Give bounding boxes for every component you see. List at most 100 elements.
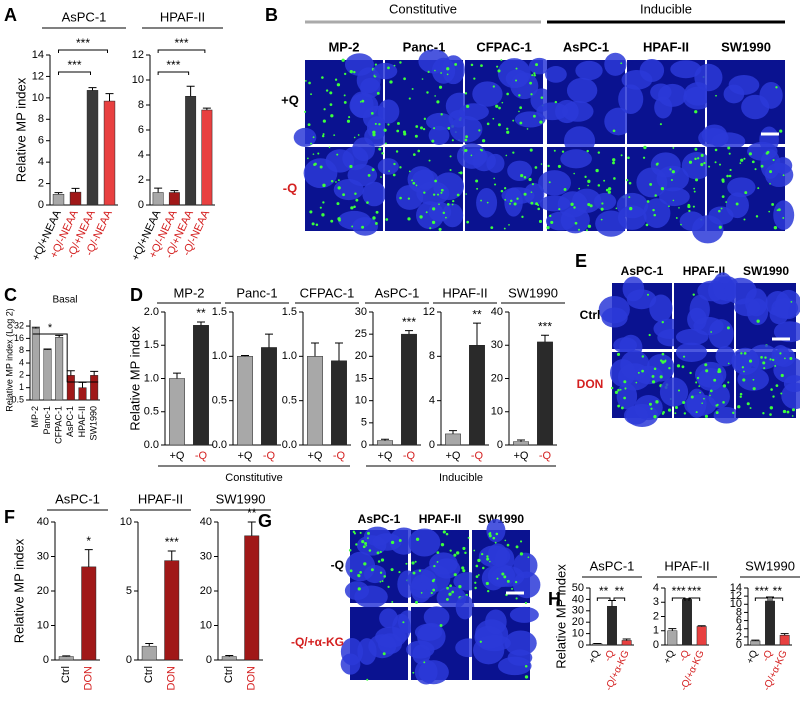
puncta (421, 78, 424, 80)
puncta (374, 122, 377, 125)
puncta (776, 209, 779, 212)
bar (607, 605, 617, 646)
bar (445, 433, 461, 446)
chart-title: MP-2 (173, 285, 204, 300)
puncta (370, 568, 374, 572)
puncta (791, 408, 796, 412)
puncta (336, 202, 340, 206)
y-tick-label: 0.0 (212, 439, 227, 451)
y-tick-label: 4 (736, 623, 742, 635)
x-tick-label: +Q (446, 450, 461, 462)
puncta (434, 95, 436, 97)
puncta (786, 410, 790, 414)
chart-title: SW1990 (745, 558, 795, 573)
y-tick-label: 8 (38, 113, 44, 125)
x-tick-label: +Q (745, 649, 761, 666)
puncta (723, 385, 726, 387)
puncta (722, 401, 725, 404)
puncta (629, 206, 633, 211)
bar (377, 440, 393, 446)
puncta (727, 362, 730, 365)
puncta (667, 408, 672, 412)
puncta (382, 652, 386, 656)
significance: *** (165, 535, 179, 549)
bar (696, 626, 707, 646)
puncta (500, 59, 503, 62)
puncta (414, 560, 417, 563)
y-tick-label: 10 (200, 619, 212, 631)
y-tick-label: 0.5 (212, 395, 227, 407)
puncta (623, 396, 626, 400)
puncta (494, 183, 497, 186)
y-tick-label: 30 (200, 550, 212, 562)
puncta (509, 202, 512, 205)
puncta (531, 74, 534, 77)
puncta (740, 158, 744, 162)
puncta (743, 352, 747, 355)
puncta (653, 367, 657, 371)
puncta (378, 123, 381, 126)
nucleus (773, 200, 795, 230)
bar (141, 645, 157, 661)
puncta (669, 168, 672, 171)
puncta (740, 352, 743, 355)
chart-title: Basal (52, 295, 77, 306)
puncta (412, 181, 416, 185)
puncta (586, 149, 589, 153)
micrograph (344, 526, 419, 609)
puncta (716, 403, 719, 406)
puncta (470, 63, 474, 67)
puncta (376, 91, 380, 95)
puncta (423, 661, 426, 664)
puncta (372, 133, 376, 137)
puncta (529, 81, 533, 85)
x-tick-label: +Q (238, 450, 253, 462)
y-tick-label: 0 (206, 654, 212, 666)
significance: ** (247, 506, 257, 520)
x-tick-label: Ctrl (223, 666, 235, 683)
puncta (492, 117, 495, 120)
bar (201, 109, 213, 206)
error-bar (668, 628, 677, 631)
puncta (645, 223, 649, 227)
puncta (651, 380, 656, 384)
error-bar (766, 596, 774, 602)
bar (244, 535, 260, 661)
puncta (769, 406, 774, 410)
puncta (587, 224, 592, 228)
puncta (371, 168, 375, 172)
puncta (432, 193, 436, 196)
nucleus (431, 57, 456, 84)
y-tick-label: 30 (37, 550, 49, 562)
puncta (732, 411, 735, 415)
y-tick-label: 50 (572, 582, 584, 594)
puncta (399, 196, 402, 200)
puncta (448, 592, 452, 596)
puncta (628, 196, 631, 199)
error-bar (197, 321, 205, 326)
puncta (379, 550, 382, 554)
nucleus (344, 53, 374, 76)
puncta (748, 152, 752, 156)
puncta (708, 165, 711, 168)
puncta (694, 147, 698, 151)
puncta (530, 93, 533, 96)
puncta (531, 183, 535, 186)
puncta (727, 381, 730, 384)
puncta (607, 190, 611, 194)
y-tick-label: 0 (429, 439, 435, 451)
error-bar (202, 107, 211, 110)
puncta (696, 376, 700, 380)
puncta (754, 168, 757, 171)
puncta (775, 384, 779, 388)
significance: * (48, 322, 53, 334)
significance: *** (76, 36, 90, 50)
nucleus (708, 206, 734, 225)
puncta (741, 366, 744, 369)
puncta (451, 203, 454, 206)
puncta (612, 129, 616, 133)
puncta (354, 192, 357, 195)
panel-letter: H (548, 589, 561, 609)
puncta (625, 178, 629, 182)
nucleus (649, 294, 673, 323)
